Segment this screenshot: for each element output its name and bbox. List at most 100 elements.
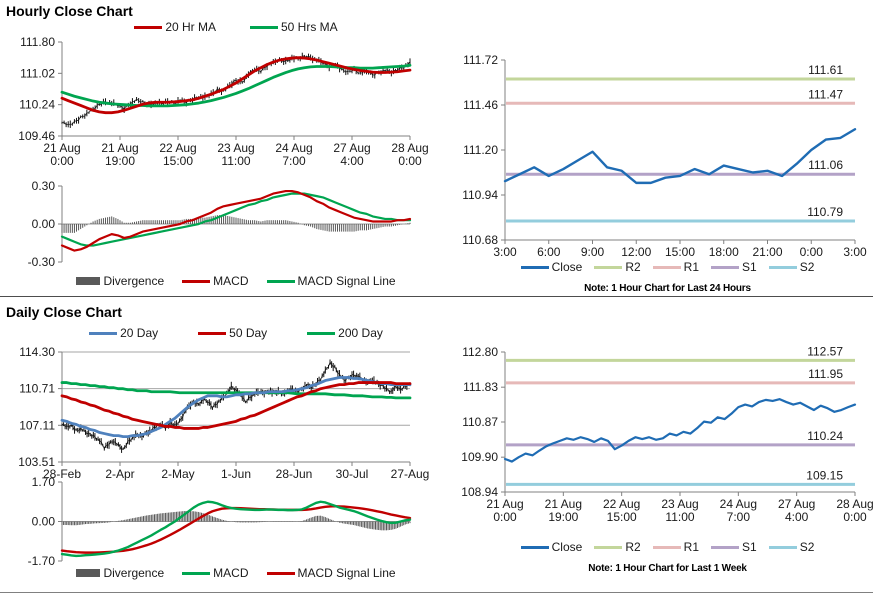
x-tick-label: 2-Apr <box>105 467 134 481</box>
level-label-r2: 112.57 <box>807 344 843 358</box>
legend-item-macd: MACD <box>182 274 249 288</box>
x-tick-label: 4:00 <box>340 154 364 168</box>
x-tick-label: 0:00 <box>398 154 422 168</box>
legend-item-s1: S1 <box>711 540 757 554</box>
legend-item-s2: S2 <box>768 540 815 554</box>
legend-item-r2: R2 <box>594 260 641 274</box>
x-tick-label: 1-Jun <box>221 467 251 481</box>
legend-label: S1 <box>742 540 757 554</box>
x-tick-label: 0:00 <box>50 154 74 168</box>
legend-swatch <box>652 265 681 269</box>
x-tick-label: 24 Aug <box>720 497 757 511</box>
x-tick-label: 21 Aug <box>486 497 523 511</box>
legend-item-divergence: Divergence <box>76 566 164 580</box>
y-tick-label: 0.00 <box>32 515 56 529</box>
level-label-s1: 111.06 <box>808 158 843 172</box>
x-tick-label: 15:00 <box>163 154 193 168</box>
y-tick-label: 111.20 <box>463 143 498 157</box>
y-tick-label: 103.51 <box>18 455 55 469</box>
daily-sr-legend: Close R2 R1 S1 S2 <box>495 540 840 554</box>
x-tick-label: 28-Feb <box>43 467 81 481</box>
x-tick-label: 28 Aug <box>391 141 428 155</box>
legend-label: R1 <box>683 260 699 274</box>
y-tick-label: 107.11 <box>19 418 55 432</box>
legend-label: Divergence <box>103 566 165 580</box>
x-tick-label: 3:00 <box>843 245 867 259</box>
x-tick-label: 7:00 <box>282 154 306 168</box>
x-tick-label: 3:00 <box>493 245 517 259</box>
series-macd <box>60 189 412 252</box>
legend-label: Close <box>551 260 583 274</box>
y-tick-label: 0.30 <box>32 179 56 193</box>
x-tick-label: 21:00 <box>752 245 782 259</box>
legend-item-50-day: 50 Day <box>198 326 267 340</box>
x-tick-label: 15:00 <box>607 510 637 524</box>
legend-label: R2 <box>625 540 641 554</box>
y-tick-label: 111.46 <box>463 98 498 112</box>
hourly-sr-note: Note: 1 Hour Chart for Last 24 Hours <box>584 283 751 294</box>
x-tick-label: 12:00 <box>621 245 651 259</box>
level-label-r2: 111.61 <box>808 63 843 77</box>
hourly-macd-legend: Divergence MACD MACD Signal Line <box>62 274 410 288</box>
y-tick-label: 114.30 <box>19 345 55 359</box>
hourly-sr-legend: Close R2 R1 S1 S2 <box>495 260 840 274</box>
series-divergence <box>61 511 411 531</box>
series-50-day <box>60 381 412 430</box>
series-close <box>503 398 857 463</box>
legend-swatch <box>594 265 623 269</box>
legend-label: 20 Day <box>120 326 159 340</box>
legend-swatch <box>76 569 101 577</box>
x-tick-label: 27 Aug <box>778 497 815 511</box>
legend-item-200-day: 200 Day <box>307 326 383 340</box>
x-tick-label: 4:00 <box>785 510 809 524</box>
legend-swatch <box>520 545 549 549</box>
legend-swatch <box>652 545 681 549</box>
legend-item-macd-signal-line: MACD Signal Line <box>266 274 396 288</box>
legend-item-20-hr-ma: 20 Hr MA <box>134 20 216 34</box>
bottom-divider <box>0 592 873 593</box>
legend-item-divergence: Divergence <box>76 274 164 288</box>
legend-item-20-day: 20 Day <box>89 326 158 340</box>
legend-label: S2 <box>799 260 815 274</box>
y-tick-label: 0.00 <box>32 217 56 231</box>
legend-swatch <box>266 279 295 283</box>
x-tick-label: 21 Aug <box>545 497 582 511</box>
x-tick-label: 22 Aug <box>159 141 196 155</box>
x-tick-label: 7:00 <box>727 510 751 524</box>
daily-price-legend: 20 Day 50 Day 200 Day <box>62 326 410 340</box>
series-close <box>503 128 857 185</box>
section-divider <box>0 296 873 297</box>
series-close <box>61 52 411 128</box>
level-label-r1: 111.47 <box>808 87 843 101</box>
daily-sr-note: Note: 1 Hour Chart for Last 1 Week <box>588 563 747 574</box>
y-tick-label: 111.83 <box>463 380 498 394</box>
legend-label: MACD <box>213 274 249 288</box>
legend-swatch <box>711 265 739 269</box>
legend-item-r2: R2 <box>594 540 641 554</box>
x-tick-label: 19:00 <box>548 510 578 524</box>
x-tick-label: 21 Aug <box>101 141 138 155</box>
x-tick-label: 28-Jun <box>276 467 313 481</box>
level-label-s2: 109.15 <box>806 468 843 482</box>
y-tick-label: 110.68 <box>462 233 498 247</box>
y-tick-label: 109.46 <box>18 129 55 143</box>
legend-label: 20 Hr MA <box>165 20 216 34</box>
legend-item-close: Close <box>520 260 583 274</box>
legend-swatch <box>89 331 118 335</box>
y-tick-label: -0.30 <box>28 255 56 269</box>
legend-label: S2 <box>799 540 815 554</box>
series-20-hr-ma <box>60 56 412 115</box>
x-tick-label: 22 Aug <box>603 497 640 511</box>
y-tick-label: 110.24 <box>19 98 55 112</box>
x-tick-label: 18:00 <box>709 245 739 259</box>
series-macd-signal-line <box>60 192 412 247</box>
x-tick-label: 6:00 <box>537 245 561 259</box>
hourly-section-title: Hourly Close Chart <box>6 3 133 19</box>
x-tick-label: 27 Aug <box>333 141 370 155</box>
x-tick-label: 21 Aug <box>43 141 80 155</box>
hourly-macd-chart: 0.30 0.00 -0.30 <box>28 179 412 269</box>
